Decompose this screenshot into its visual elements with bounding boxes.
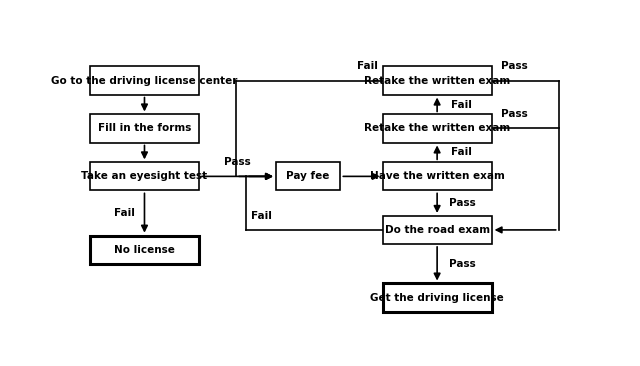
Text: Fill in the forms: Fill in the forms — [98, 123, 191, 134]
Text: Fail: Fail — [251, 211, 272, 221]
FancyBboxPatch shape — [383, 162, 492, 190]
Text: Pass: Pass — [449, 259, 476, 269]
FancyBboxPatch shape — [90, 162, 199, 190]
Text: Fail: Fail — [451, 100, 472, 109]
Text: Fail: Fail — [451, 147, 472, 157]
FancyBboxPatch shape — [90, 236, 199, 264]
FancyBboxPatch shape — [383, 67, 492, 95]
FancyBboxPatch shape — [383, 216, 492, 244]
Text: Fail: Fail — [114, 208, 135, 218]
Text: Have the written exam: Have the written exam — [370, 171, 504, 182]
Text: Retake the written exam: Retake the written exam — [364, 75, 510, 86]
FancyBboxPatch shape — [276, 162, 340, 190]
Text: Go to the driving license center: Go to the driving license center — [51, 75, 237, 86]
FancyBboxPatch shape — [90, 115, 199, 143]
Text: Pass: Pass — [224, 157, 251, 167]
Text: Take an eyesight test: Take an eyesight test — [81, 171, 207, 182]
Text: Pass: Pass — [500, 61, 527, 71]
FancyBboxPatch shape — [383, 283, 492, 312]
Text: Retake the written exam: Retake the written exam — [364, 123, 510, 134]
Text: Pay fee: Pay fee — [287, 171, 330, 182]
Text: Pass: Pass — [449, 198, 476, 208]
FancyBboxPatch shape — [383, 115, 492, 143]
Text: No license: No license — [114, 244, 175, 255]
FancyBboxPatch shape — [90, 67, 199, 95]
Text: Fail: Fail — [356, 61, 378, 71]
Text: Pass: Pass — [500, 109, 527, 119]
Text: Get the driving license: Get the driving license — [371, 292, 504, 303]
Text: Do the road exam: Do the road exam — [385, 225, 490, 235]
